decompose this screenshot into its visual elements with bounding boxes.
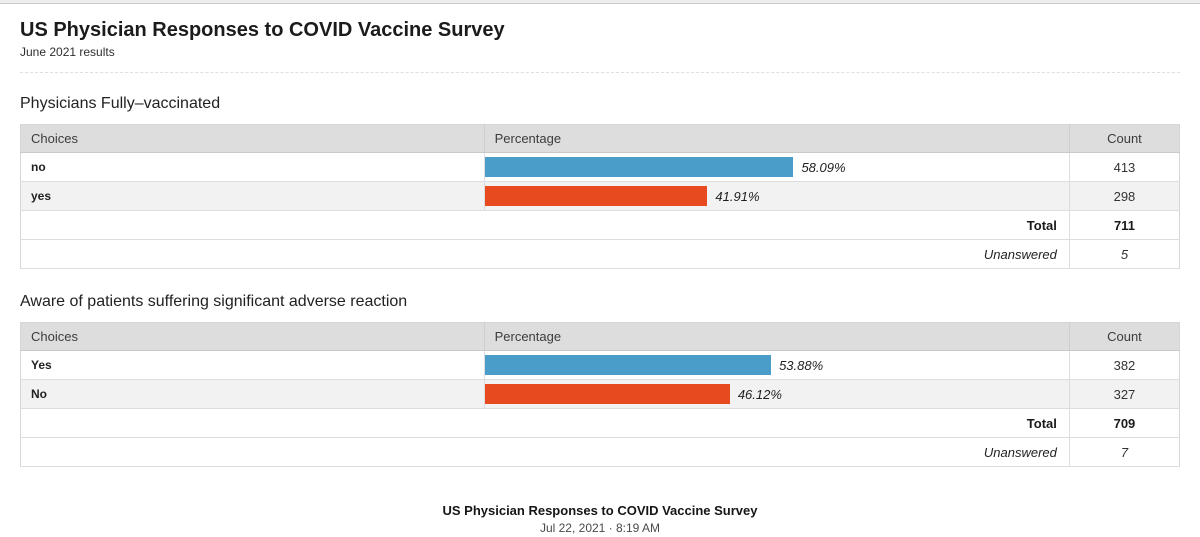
total-count: 709 xyxy=(1069,408,1180,438)
count-value: 413 xyxy=(1069,152,1180,182)
bar-track: 41.91% xyxy=(484,186,1017,206)
table-header-row: Choices Percentage Count xyxy=(20,124,1180,153)
column-header-count: Count xyxy=(1069,322,1180,351)
report-content: US Physician Responses to COVID Vaccine … xyxy=(0,19,1200,535)
percentage-label: 46.12% xyxy=(737,386,782,402)
footer-timestamp: Jul 22, 2021 · 8:19 AM xyxy=(539,521,661,535)
section-adverse-reaction-awareness: Aware of patients suffering significant … xyxy=(20,293,1180,467)
percentage-label: 41.91% xyxy=(715,188,760,204)
bar-track: 46.12% xyxy=(484,384,1017,404)
percentage-label: 58.09% xyxy=(801,159,846,175)
section-physicians-fully-vaccinated: Physicians Fully–vaccinated Choices Perc… xyxy=(20,95,1180,269)
percentage-bar xyxy=(484,186,708,206)
column-header-count: Count xyxy=(1069,124,1180,153)
percentage-cell: 41.91% xyxy=(484,181,1070,211)
column-header-choices: Choices xyxy=(20,124,485,153)
choice-label: no xyxy=(20,152,485,182)
section-title: Physicians Fully–vaccinated xyxy=(20,95,221,112)
unanswered-count: 7 xyxy=(1069,437,1180,467)
header-divider xyxy=(20,72,1180,73)
choice-label: yes xyxy=(20,181,485,211)
percentage-cell: 46.12% xyxy=(484,379,1070,409)
unanswered-label: Unanswered xyxy=(20,239,1070,269)
choice-label: Yes xyxy=(20,350,485,380)
total-label: Total xyxy=(20,408,1070,438)
table-row: no 58.09% 413 xyxy=(20,152,1180,182)
total-label: Total xyxy=(20,210,1070,240)
unanswered-row: Unanswered 5 xyxy=(20,239,1180,269)
percentage-bar xyxy=(484,384,730,404)
percentage-bar xyxy=(484,157,794,177)
footer-title: US Physician Responses to COVID Vaccine … xyxy=(442,503,758,518)
page-subtitle: June 2021 results xyxy=(20,45,115,59)
page-title: US Physician Responses to COVID Vaccine … xyxy=(20,19,505,41)
total-row: Total 711 xyxy=(20,210,1180,240)
percentage-bar xyxy=(484,355,772,375)
count-value: 327 xyxy=(1069,379,1180,409)
count-value: 298 xyxy=(1069,181,1180,211)
unanswered-label: Unanswered xyxy=(20,437,1070,467)
column-header-choices: Choices xyxy=(20,322,485,351)
bar-track: 58.09% xyxy=(484,157,1017,177)
table-row: Yes 53.88% 382 xyxy=(20,350,1180,380)
column-header-percentage: Percentage xyxy=(484,124,1070,153)
table-row: No 46.12% 327 xyxy=(20,379,1180,409)
percentage-cell: 53.88% xyxy=(484,350,1070,380)
table-header-row: Choices Percentage Count xyxy=(20,322,1180,351)
bar-track: 53.88% xyxy=(484,355,1017,375)
unanswered-count: 5 xyxy=(1069,239,1180,269)
survey-results-table: Choices Percentage Count Yes 53.88% 382 xyxy=(20,322,1180,467)
column-header-percentage: Percentage xyxy=(484,322,1070,351)
total-row: Total 709 xyxy=(20,408,1180,438)
count-value: 382 xyxy=(1069,350,1180,380)
table-row: yes 41.91% 298 xyxy=(20,181,1180,211)
section-title: Aware of patients suffering significant … xyxy=(20,293,408,310)
page-top-strip xyxy=(0,0,1200,4)
total-count: 711 xyxy=(1069,210,1180,240)
survey-results-table: Choices Percentage Count no 58.09% 413 xyxy=(20,124,1180,269)
unanswered-row: Unanswered 7 xyxy=(20,437,1180,467)
choice-label: No xyxy=(20,379,485,409)
percentage-cell: 58.09% xyxy=(484,152,1070,182)
percentage-label: 53.88% xyxy=(779,357,824,373)
report-footer: US Physician Responses to COVID Vaccine … xyxy=(20,503,1180,535)
